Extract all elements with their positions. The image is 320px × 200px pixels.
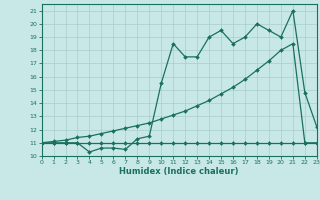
X-axis label: Humidex (Indice chaleur): Humidex (Indice chaleur) [119,167,239,176]
